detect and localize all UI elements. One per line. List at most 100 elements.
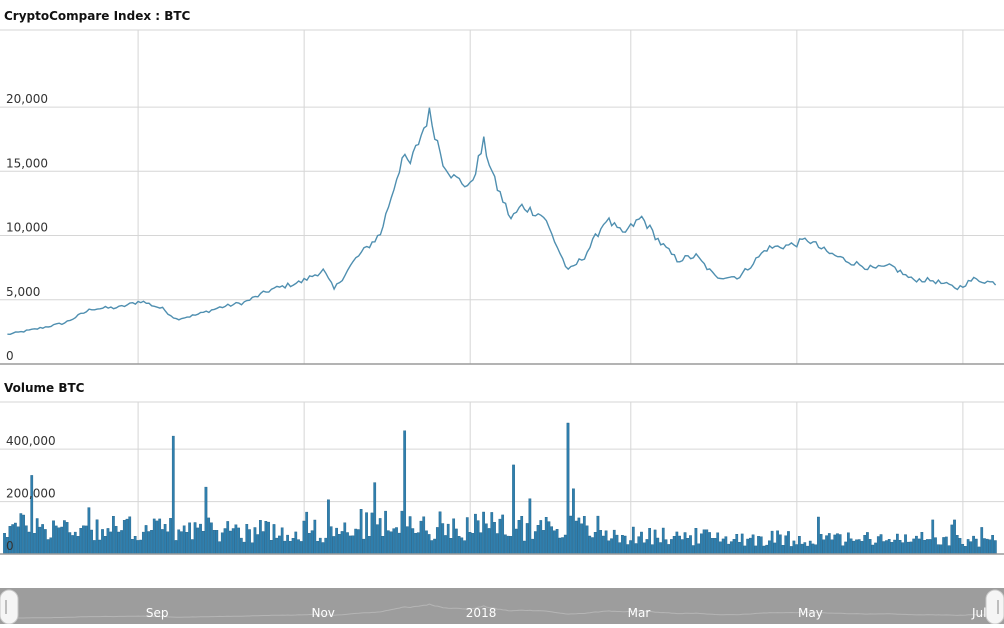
volume-bar-202 [553,530,556,555]
volume-bar-209 [572,488,575,555]
volume-bar-124 [340,531,344,555]
volume-bar-306 [836,533,839,555]
volume-bar-111 [305,511,309,555]
volume-bar-100 [275,537,279,555]
volume-bar-57 [158,518,162,555]
volume-bar-16 [46,539,50,555]
volume-bar-140 [384,510,387,555]
volume-bar-251 [686,538,690,555]
volume-bar-103 [283,540,287,555]
volume-bar-336 [917,538,921,555]
volume-bar-121 [332,536,336,555]
volume-bar-94 [259,520,262,555]
volume-bar-255 [697,543,701,555]
volume-bar-168 [460,537,464,555]
volume-bar-324 [885,540,888,555]
volume-bar-76 [210,522,213,555]
volume-bar-325 [887,539,891,555]
volume-bar-252 [689,535,692,555]
volume-bar-75 [207,517,211,555]
volume-bar-173 [474,513,477,555]
volume-bar-218 [596,515,600,555]
volume-bar-285 [778,534,782,555]
volume-bar-248 [678,535,681,555]
volume-bar-226 [618,542,622,555]
volume-bar-37 [103,536,107,555]
volume-bar-315 [860,541,864,555]
volume-bar-66 [182,525,186,555]
volume-bar-312 [852,540,856,555]
volume-bar-268 [732,539,736,555]
volume-bar-271 [740,533,744,555]
volume-bar-24 [68,532,72,555]
volume-bar-127 [348,535,352,555]
volume-bar-298 [814,544,818,555]
volume-bar-235 [642,542,646,555]
volume-bar-77 [212,530,216,555]
volume-bar-129 [354,528,358,555]
volume-bar-351 [958,538,962,555]
volume-bar-355 [969,541,973,555]
volume-bar-167 [457,536,461,555]
volume-bar-122 [335,527,338,555]
volume-bar-39 [109,531,113,555]
volume-bar-133 [365,512,368,555]
volume-bar-31 [87,507,91,555]
volume-bar-101 [278,535,281,555]
range-navigator[interactable]: Sep Nov 2018 Mar May Jul [0,588,1004,625]
volume-bar-119 [327,499,330,555]
navigator-labels: Sep Nov 2018 Mar May Jul [146,606,987,620]
volume-bar-272 [743,545,747,555]
volume-bar-339 [925,539,929,555]
volume-bar-343 [936,544,940,555]
volume-bar-356 [972,535,975,555]
volume-bar-227 [621,535,624,555]
volume-bar-61 [169,518,172,555]
volume-bar-240 [656,537,660,555]
volume-bar-317 [866,532,869,555]
volume-y-tick-0: 0 [6,539,14,553]
volume-bar-243 [664,539,668,555]
volume-bar-8 [24,525,28,555]
volume-bar-29 [82,525,85,555]
volume-bar-214 [585,525,589,555]
volume-bar-33 [92,540,96,555]
volume-bar-132 [362,538,366,555]
volume-bar-280 [765,544,769,555]
navigator-left-handle[interactable] [0,589,19,625]
volume-bar-354 [966,539,970,555]
volume-bar-48 [133,536,137,555]
navigator-label-3: Mar [628,606,651,620]
volume-bar-18 [52,520,55,555]
volume-bar-210 [574,520,578,555]
volume-bar-30 [84,525,88,555]
volume-bar-15 [43,529,47,555]
volume-bar-239 [653,529,657,555]
navigator-right-handle[interactable] [985,589,1004,625]
volume-bar-238 [651,544,654,555]
volume-bar-319 [871,544,875,555]
volume-bar-59 [163,524,167,555]
volume-bar-303 [827,533,831,555]
navigator-label-4: May [798,606,823,620]
volume-bar-219 [599,530,603,555]
volume-bar-68 [188,522,191,555]
volume-bar-192 [525,523,529,555]
volume-bar-118 [324,537,328,555]
volume-bar-47 [131,539,134,555]
volume-bar-273 [746,538,749,555]
volume-bar-106 [291,538,295,555]
volume-bar-329 [898,540,902,555]
volume-bar-4 [14,522,17,555]
volume-bar-40 [112,516,115,555]
volume-bar-287 [784,535,788,555]
volume-bar-108 [297,539,300,555]
volume-bar-156 [427,534,431,555]
volume-bar-92 [253,527,257,555]
volume-bar-65 [180,531,183,555]
volume-bar-330 [901,542,905,555]
volume-bar-253 [691,545,695,555]
volume-bar-143 [392,528,396,555]
volume-bar-180 [493,522,496,555]
